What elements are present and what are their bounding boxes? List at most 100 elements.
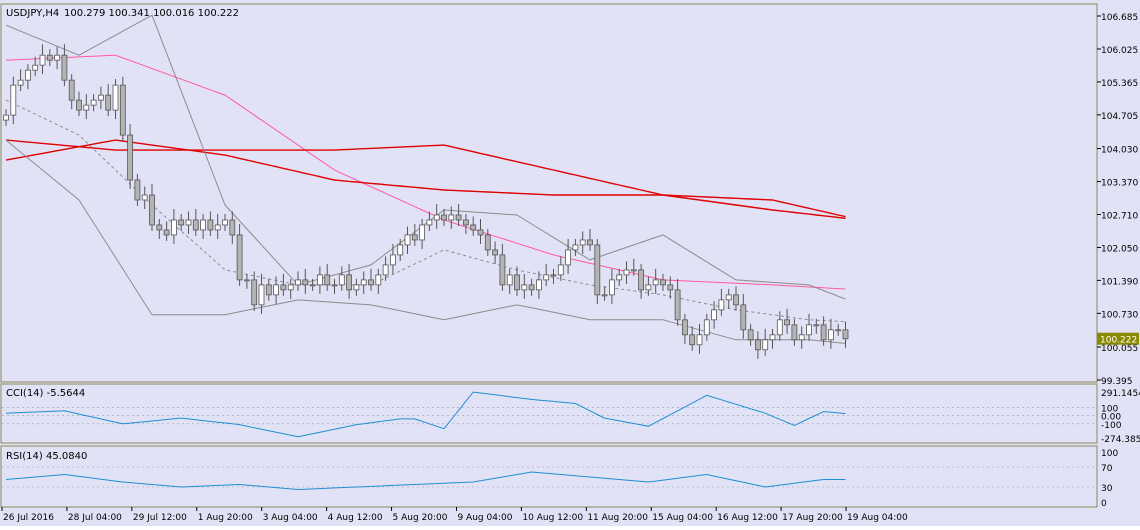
candle [703, 313, 710, 341]
candle [601, 286, 608, 301]
series-ma-fast [5, 54, 846, 290]
candle [630, 258, 637, 276]
candle [462, 213, 469, 234]
candle [156, 218, 163, 239]
candle [411, 223, 418, 246]
candle [536, 271, 542, 299]
rsi-title: RSI(14) 45.0840 [6, 451, 87, 462]
candle [127, 124, 133, 190]
candle [740, 293, 747, 339]
time-tick-label: 26 Jul 2016 [3, 513, 54, 523]
candle [346, 263, 353, 299]
candle [543, 263, 550, 286]
candle [360, 271, 367, 294]
rsi-tick-label: 0 [1101, 499, 1107, 509]
candle [3, 109, 9, 127]
rsi-tick-label: 70 [1101, 464, 1113, 474]
candle [46, 49, 53, 67]
candle [287, 278, 294, 299]
candle [54, 46, 60, 70]
price-tick-label: 106.025 [1101, 46, 1138, 56]
candle [178, 213, 185, 231]
candle [251, 271, 258, 311]
time-tick-label: 15 Aug 04:00 [652, 513, 713, 523]
series-ma-slow-falling [5, 139, 846, 218]
candle [791, 318, 798, 346]
series-bb-upper [5, 14, 846, 300]
candle [733, 286, 739, 311]
candle [470, 216, 477, 236]
candle [302, 268, 309, 294]
time-tick-label: 5 Aug 20:00 [393, 513, 448, 523]
candle [375, 268, 382, 294]
cci-title: CCI(14) -5.5644 [6, 388, 85, 399]
time-tick-label: 28 Jul 04:00 [68, 513, 122, 523]
ohlc-values: 100.279 100.341 100.016 100.222 [64, 8, 239, 19]
candle [192, 208, 199, 236]
candle [309, 278, 316, 291]
candle [682, 313, 688, 344]
cci-tick-label: 291.1454 [1101, 389, 1140, 399]
candle [660, 273, 666, 291]
candle [725, 288, 732, 309]
candle [331, 278, 338, 294]
candle [623, 261, 630, 284]
candle [295, 271, 301, 291]
candle [747, 323, 754, 346]
cci-tick-label: 0.00 [1101, 413, 1121, 423]
candle [477, 218, 484, 244]
time-tick-label: 29 Jul 12:00 [133, 513, 187, 523]
candle [711, 301, 717, 329]
candle [813, 318, 820, 334]
candle [397, 238, 404, 261]
price-tick-label: 104.705 [1101, 112, 1138, 122]
candle [119, 76, 126, 142]
candle [506, 268, 513, 294]
candle [68, 74, 75, 110]
price-panel[interactable] [0, 3, 1098, 383]
time-tick-label: 1 Aug 20:00 [198, 513, 253, 523]
candle [455, 203, 462, 226]
candle [353, 278, 360, 296]
time-tick-label: 4 Aug 12:00 [328, 513, 383, 523]
time-tick-label: 16 Aug 12:00 [717, 513, 778, 523]
rsi-panel[interactable] [0, 445, 1098, 508]
candle [243, 273, 250, 289]
candle [652, 268, 659, 294]
candle [229, 211, 236, 244]
candle [10, 76, 17, 125]
time-tick-label: 9 Aug 04:00 [457, 513, 512, 523]
cci-panel[interactable] [0, 383, 1098, 444]
candle [638, 263, 644, 299]
price-tick-label: 101.390 [1101, 277, 1138, 287]
candle [207, 211, 214, 236]
candle [645, 276, 652, 296]
candle [163, 221, 170, 241]
candle [550, 268, 557, 284]
time-tick-label: 11 Aug 20:00 [587, 513, 648, 523]
candle [842, 321, 849, 348]
price-tick-label: 102.050 [1101, 244, 1138, 254]
price-tick-label: 106.685 [1101, 13, 1138, 23]
current-price-box [1097, 332, 1139, 345]
candle [338, 266, 345, 291]
candle [499, 243, 506, 291]
price-tick-label: 105.365 [1101, 79, 1138, 89]
candle [514, 266, 520, 296]
cci-line [5, 391, 846, 438]
candle [689, 326, 696, 351]
candle [609, 268, 615, 304]
candle [784, 308, 790, 334]
candle [404, 226, 411, 254]
candle [98, 86, 104, 110]
candle [236, 223, 243, 286]
price-tick-label: 102.710 [1101, 211, 1138, 221]
candle [696, 323, 703, 354]
series-bb-middle [5, 99, 846, 323]
price-tick-label: 100.055 [1101, 344, 1138, 354]
candle [441, 208, 447, 226]
candle [806, 313, 812, 341]
candle [419, 218, 426, 249]
candle [521, 273, 528, 299]
